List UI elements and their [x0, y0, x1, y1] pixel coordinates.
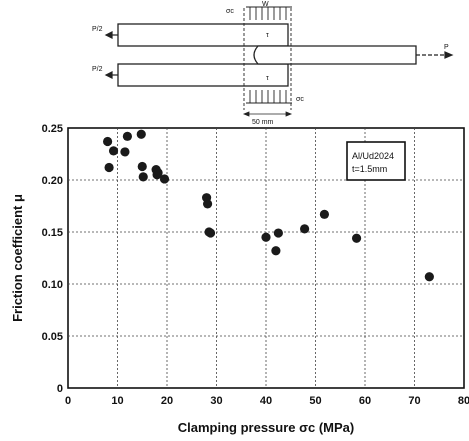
data-point: [108, 146, 119, 156]
y-tick-label: 0.25: [42, 123, 63, 135]
legend-box: [346, 141, 406, 181]
pull-label: P: [444, 44, 449, 51]
data-point: [351, 233, 362, 243]
x-tick-label: 50: [309, 395, 321, 407]
x-tick-label: 0: [65, 395, 71, 407]
data-point: [122, 131, 132, 141]
upper-load-label: P/2: [92, 26, 103, 33]
x-tick-label: 70: [408, 395, 420, 407]
data-point: [319, 209, 330, 219]
data-point: [424, 272, 434, 282]
legend: Al/Ud2024 t=1.5mm: [346, 141, 406, 181]
clamp-hatch-top: [246, 6, 292, 20]
upper-plate: [117, 23, 289, 47]
data-point: [159, 174, 170, 184]
x-tick-label: 20: [161, 395, 173, 407]
x-axis-label: Clamping pressure σc (MPa): [178, 420, 355, 435]
data-point: [137, 161, 147, 172]
y-tick-label: 0.10: [42, 279, 63, 291]
data-point: [271, 246, 281, 256]
x-tick-label: 80: [458, 395, 469, 407]
grid: [68, 128, 464, 388]
data-point: [103, 136, 113, 147]
x-tick-labels: 0 10 20 30 40 50 60 70 80: [65, 395, 469, 407]
tau-label-top: τ: [266, 32, 269, 39]
data-point: [120, 147, 130, 157]
legend-line-1: Al/Ud2024: [352, 151, 394, 161]
clamp-label-bottom: σc: [296, 96, 304, 103]
load-arrow-lower: [104, 71, 118, 79]
grip-dimension: [242, 111, 293, 117]
x-tick-label: 60: [359, 395, 371, 407]
load-arrow-upper: [104, 31, 118, 39]
clamp-hatch-bottom: [246, 90, 292, 104]
data-points: [103, 129, 434, 282]
clamp-label-top: σc: [226, 8, 234, 15]
tau-label-bottom: τ: [266, 75, 269, 82]
y-tick-label: 0.20: [42, 175, 63, 187]
width-label: W: [262, 1, 269, 8]
specimen-schematic: P/2 P/2 σc σc τ τ P W 50 mm: [92, 1, 454, 126]
lower-plate: [117, 63, 289, 87]
grip-length-label: 50 mm: [252, 119, 274, 126]
data-point: [104, 162, 114, 173]
plot-area: 0 10 20 30 40 50 60 70 80 00.050.100.150.200.25 …: [10, 123, 469, 435]
center-specimen: [253, 45, 417, 65]
y-tick-label: 0.15: [42, 227, 63, 239]
y-tick-labels: 0 0.05 0.10 0.15 0.20 0.25: [42, 123, 63, 395]
y-axis-label: Friction coefficient μ: [10, 194, 25, 322]
data-point: [205, 228, 216, 238]
data-point: [202, 199, 213, 209]
lower-load-label: P/2: [92, 66, 103, 73]
data-point: [136, 129, 146, 139]
y-tick-label: 0: [57, 383, 63, 395]
legend-line-2: t=1.5mm: [352, 164, 387, 174]
data-point: [300, 224, 310, 234]
data-point: [138, 172, 148, 182]
data-point: [273, 228, 283, 238]
x-tick-label: 30: [210, 395, 222, 407]
data-point: [153, 168, 163, 178]
x-tick-label: 10: [111, 395, 123, 407]
data-point: [261, 232, 271, 242]
y-tick-label: 0.05: [42, 331, 63, 343]
x-tick-label: 40: [260, 395, 272, 407]
pull-arrow: [416, 51, 454, 59]
